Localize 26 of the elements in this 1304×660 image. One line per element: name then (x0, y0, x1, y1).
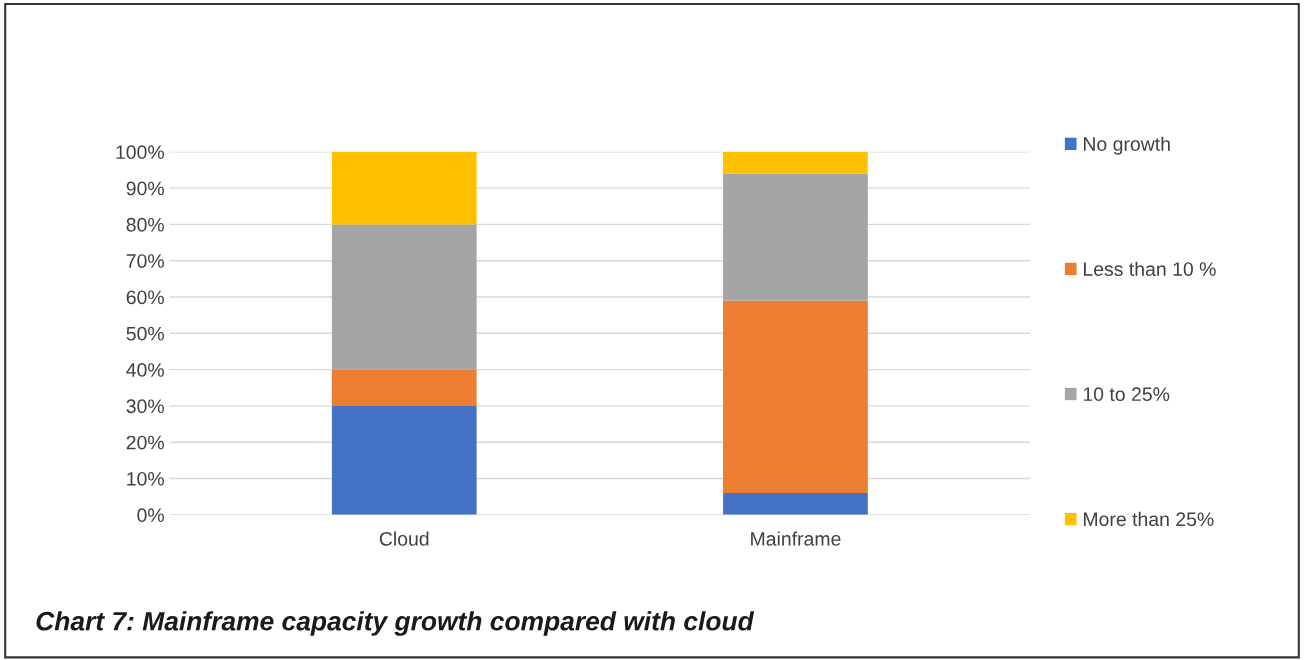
y-tick-label: 90% (126, 181, 164, 196)
y-tick-label: 60% (126, 290, 164, 305)
y-tick-label: 50% (126, 326, 164, 341)
y-tick-label: 20% (126, 435, 164, 450)
bar (723, 493, 868, 515)
x-tick-label: Cloud (379, 531, 429, 546)
bar (331, 405, 477, 515)
bar (723, 173, 868, 301)
x-tick-label: Mainframe (751, 531, 841, 546)
bar (331, 151, 477, 225)
legend-label: 10 to 25% (1083, 387, 1170, 402)
legend-label: No growth (1083, 136, 1170, 155)
y-tick-label: 40% (126, 363, 164, 377)
bar (723, 151, 868, 174)
y-tick-label: 0% (137, 508, 164, 523)
bar (331, 224, 477, 370)
y-tick-label: 10% (127, 471, 164, 486)
y-tick-label: 70% (126, 254, 164, 268)
bar (723, 300, 868, 494)
y-tick-label: 100% (116, 145, 164, 160)
legend-label: Less than 10 % (1083, 261, 1216, 276)
legend-label: More than 25% (1083, 511, 1214, 527)
y-tick-label: 30% (126, 399, 164, 414)
text: Chart 7: Mainframe capacity growth compared with cloud (36, 611, 755, 636)
y-tick-label: 80% (126, 217, 164, 232)
bar (331, 369, 477, 406)
